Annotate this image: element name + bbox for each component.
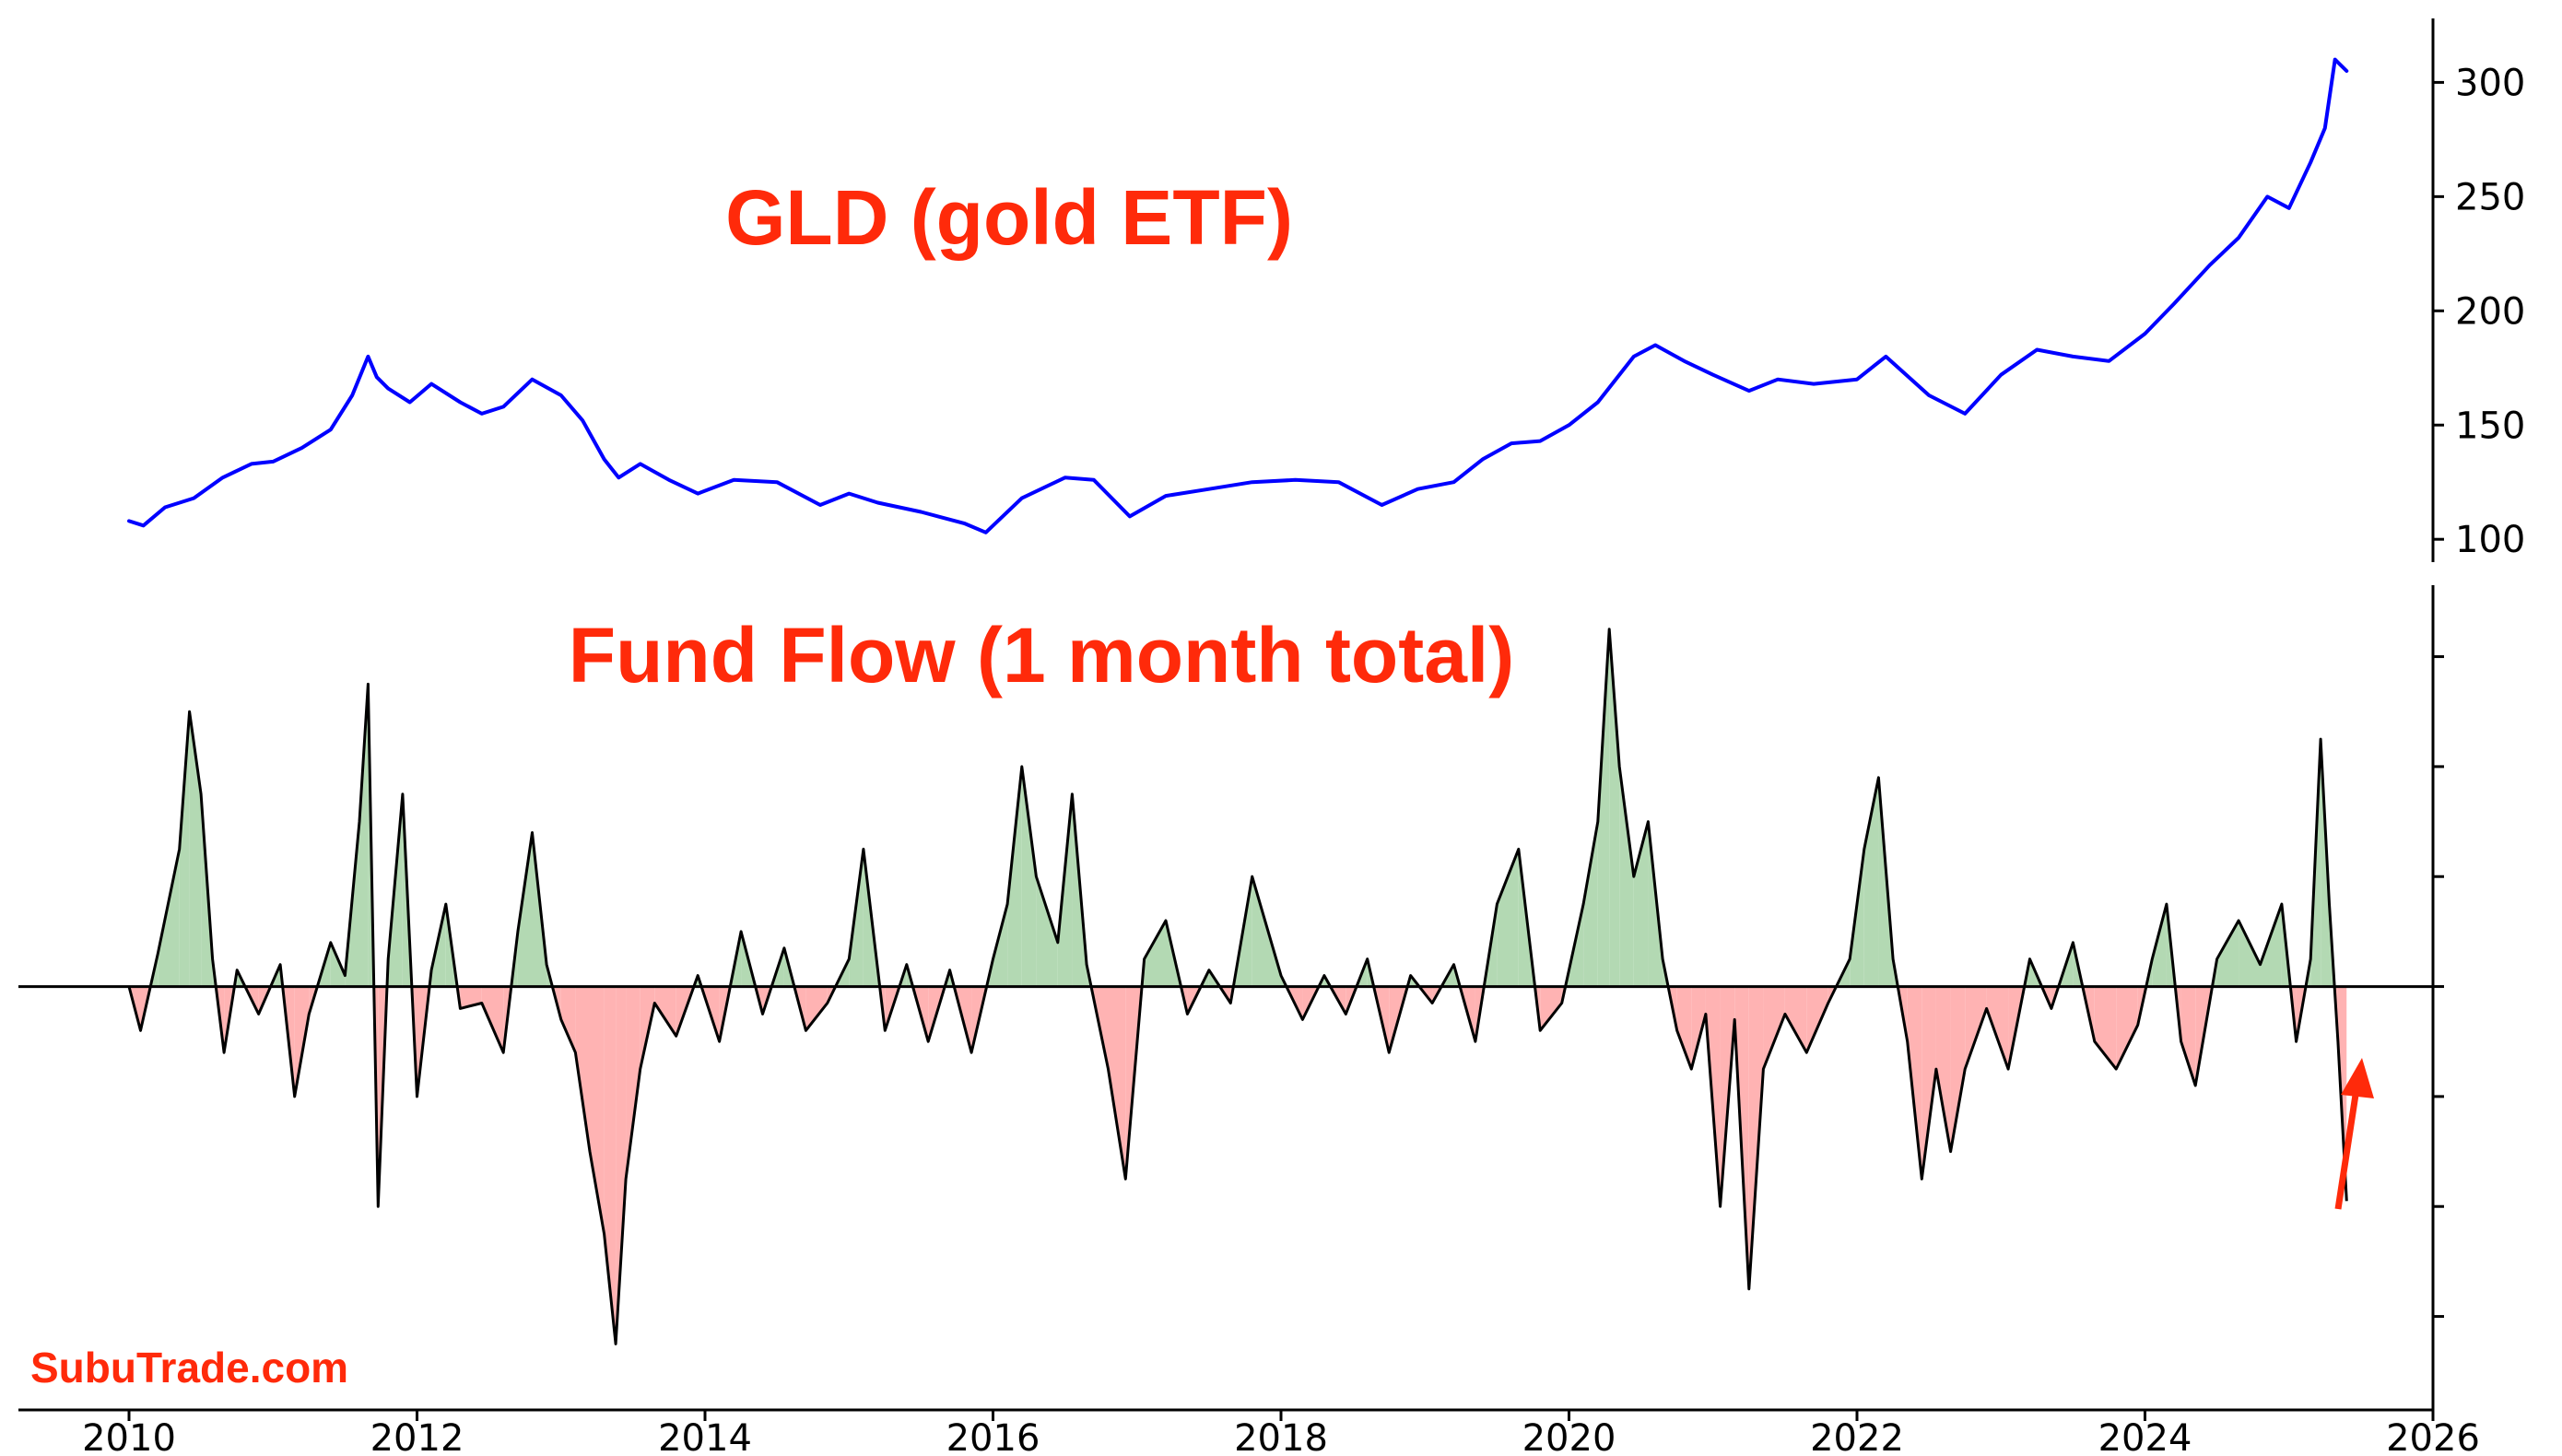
inflow-area — [1497, 849, 1519, 987]
outflow-area — [1986, 986, 2009, 1070]
gld-y-tick-label: 150 — [2455, 405, 2525, 447]
gld-chart-title: GLD (gold ETF) — [725, 174, 1293, 261]
inflow-area — [1619, 766, 1634, 987]
x-tick-label: 2024 — [2098, 1417, 2192, 1456]
recovery-arrow-head — [2341, 1058, 2374, 1098]
outflow-area — [1806, 986, 1828, 1053]
gld-y-ticks: 100 150 200 250 300 — [2433, 62, 2525, 561]
fund-flow-line — [127, 628, 2348, 1345]
outflow-area — [1540, 986, 1562, 1031]
x-tick-label: 2018 — [1234, 1417, 1328, 1456]
outflow-area — [1922, 986, 1936, 1180]
outflow-area — [1965, 986, 1987, 1070]
outflow-area — [1784, 986, 1807, 1053]
outflow-area — [2116, 986, 2138, 1070]
fund-flow-chart-title: Fund Flow (1 month total) — [569, 612, 1514, 699]
inflow-area — [179, 711, 190, 987]
inflow-area — [2260, 904, 2282, 987]
fund-flow-x-ticks: 2010 2012 2014 2016 2018 2020 2022 2024 2026 — [82, 1410, 2480, 1456]
outflow-area — [626, 986, 640, 1180]
outflow-area — [616, 986, 627, 1344]
inflow-area — [2058, 942, 2074, 987]
inflow-area — [517, 832, 533, 987]
outflow-area — [1907, 986, 1922, 1180]
gld-y-tick-label: 100 — [2455, 519, 2525, 561]
inflow-area — [158, 849, 180, 987]
recovery-arrow-shaft — [2334, 1094, 2359, 1210]
gld-price-panel: 100 150 200 250 300 GLD (gold ETF) — [127, 18, 2525, 562]
recovery-arrow — [2334, 1058, 2374, 1210]
fund-flow-y-ticks — [2433, 655, 2444, 1319]
inflow-area — [1863, 777, 1879, 987]
inflow-area — [1597, 628, 1610, 987]
inflow-area — [1021, 766, 1037, 987]
gld-y-tick-label: 300 — [2455, 62, 2525, 104]
outflow-area — [654, 986, 676, 1037]
outflow-area — [805, 986, 828, 1031]
inflow-area — [1583, 821, 1598, 987]
outflow-area — [1676, 986, 1692, 1070]
outflow-area — [1763, 986, 1785, 1070]
outflow-area — [575, 986, 590, 1152]
inflow-area — [2152, 904, 2167, 987]
outflow-area — [1691, 986, 1706, 1070]
inflow-area — [1036, 876, 1058, 987]
x-tick-label: 2012 — [370, 1417, 464, 1456]
subutrade-watermark: SubuTrade.com — [30, 1344, 348, 1391]
x-tick-label: 2016 — [946, 1417, 1040, 1456]
outflow-area — [560, 986, 576, 1053]
fund-flow-panel: 2010 2012 2014 2016 2018 2020 2022 2024 2026 Fun… — [18, 585, 2480, 1456]
x-tick-label: 2020 — [1522, 1417, 1616, 1456]
outflow-area — [1935, 986, 1951, 1152]
x-tick-label: 2022 — [1810, 1417, 1904, 1456]
inflow-area — [359, 684, 369, 987]
outflow-area — [2180, 986, 2196, 1086]
outflow-area — [481, 986, 504, 1053]
inflow-area — [1609, 628, 1620, 987]
inflow-area — [2239, 920, 2261, 987]
outflow-area — [1108, 986, 1126, 1180]
x-tick-label: 2010 — [82, 1417, 176, 1456]
inflow-area — [993, 904, 1008, 987]
inflow-area — [2216, 920, 2239, 987]
x-tick-label: 2014 — [658, 1417, 752, 1456]
x-tick-label: 2026 — [2386, 1417, 2480, 1456]
gld-y-tick-label: 250 — [2455, 176, 2525, 218]
outflow-area — [1950, 986, 1966, 1152]
gld-y-tick-label: 200 — [2455, 290, 2525, 333]
gld-price-line — [127, 57, 2349, 534]
outflow-area — [2094, 986, 2117, 1070]
inflow-area — [1144, 920, 1166, 987]
inflow-area — [1007, 766, 1022, 987]
inflow-area — [1633, 821, 1649, 987]
